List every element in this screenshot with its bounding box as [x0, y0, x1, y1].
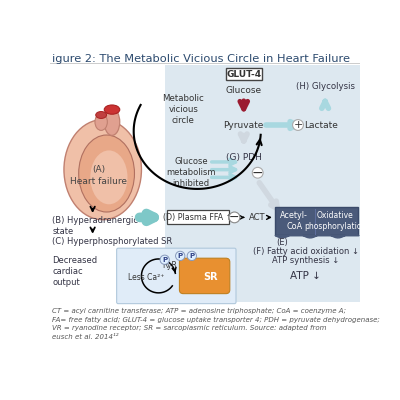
Circle shape: [252, 167, 263, 178]
Text: P: P: [162, 257, 167, 263]
Text: igure 2: The Metabolic Vicious Circle in Heart Failure: igure 2: The Metabolic Vicious Circle in…: [52, 54, 350, 64]
FancyBboxPatch shape: [117, 248, 236, 304]
Text: +: +: [293, 120, 303, 130]
Circle shape: [160, 255, 169, 264]
Text: (F) Fatty acid oxidation ↓: (F) Fatty acid oxidation ↓: [253, 247, 359, 256]
Ellipse shape: [104, 108, 120, 135]
FancyBboxPatch shape: [165, 65, 360, 302]
Text: FA= free fatty acid; GLUT-4 = glucose uptake transporter 4; PDH = pyruvate dehyd: FA= free fatty acid; GLUT-4 = glucose up…: [52, 317, 379, 323]
Circle shape: [292, 120, 304, 130]
Text: Glucose
metabolism
inhibited: Glucose metabolism inhibited: [166, 157, 216, 188]
Text: Lactate: Lactate: [304, 120, 338, 130]
Ellipse shape: [79, 135, 134, 212]
Text: −: −: [229, 211, 240, 224]
Text: P: P: [189, 253, 194, 259]
Text: Decreased
cardiac
output: Decreased cardiac output: [52, 256, 98, 287]
Text: (C) Hyperphosphorylated SR: (C) Hyperphosphorylated SR: [52, 237, 172, 246]
Text: (D) Plasma FFA ↑: (D) Plasma FFA ↑: [163, 213, 233, 222]
Ellipse shape: [64, 120, 142, 220]
Text: (G) PDH: (G) PDH: [226, 153, 262, 162]
Ellipse shape: [95, 114, 107, 130]
Text: SR: SR: [203, 272, 218, 282]
Text: Oxidative
phosphorylation: Oxidative phosphorylation: [304, 211, 366, 231]
Text: (B) Hyperadrenergic
state: (B) Hyperadrenergic state: [52, 216, 138, 236]
FancyBboxPatch shape: [180, 258, 230, 294]
Text: CT = acyl carnitine transferase; ATP = adenosine triphosphate; CoA = coenzyme A;: CT = acyl carnitine transferase; ATP = a…: [52, 308, 346, 314]
Text: P: P: [178, 253, 183, 259]
Text: Pyruvate: Pyruvate: [224, 120, 264, 130]
Text: (E): (E): [276, 238, 288, 247]
Text: ACT: ACT: [249, 213, 265, 222]
Text: VR = ryanodine receptor; SR = sarcoplasmic reticulum. Source: adapted from: VR = ryanodine receptor; SR = sarcoplasm…: [52, 325, 326, 331]
Text: GLUT-4: GLUT-4: [226, 70, 261, 80]
FancyBboxPatch shape: [167, 210, 229, 224]
FancyBboxPatch shape: [275, 207, 358, 235]
Ellipse shape: [90, 150, 128, 204]
Circle shape: [187, 251, 196, 260]
Text: RyR: RyR: [163, 261, 178, 270]
Text: Acetyl-
CoA: Acetyl- CoA: [280, 211, 308, 231]
Text: ATP synthesis ↓: ATP synthesis ↓: [272, 256, 339, 265]
Text: eusch et al. 2014¹²: eusch et al. 2014¹²: [52, 334, 118, 340]
Text: (A)
Heart failure: (A) Heart failure: [70, 166, 127, 186]
Circle shape: [176, 251, 185, 260]
Text: ATP ↓: ATP ↓: [290, 271, 321, 281]
Text: (H) Glycolysis: (H) Glycolysis: [296, 82, 355, 91]
FancyBboxPatch shape: [226, 68, 262, 80]
Text: Less Ca²⁺: Less Ca²⁺: [128, 273, 164, 282]
Text: −: −: [252, 166, 264, 180]
Circle shape: [229, 212, 240, 223]
Text: Metabolic
vicious
circle: Metabolic vicious circle: [162, 94, 204, 125]
Text: Glucose: Glucose: [226, 86, 262, 95]
Ellipse shape: [96, 112, 106, 118]
Ellipse shape: [104, 105, 120, 114]
